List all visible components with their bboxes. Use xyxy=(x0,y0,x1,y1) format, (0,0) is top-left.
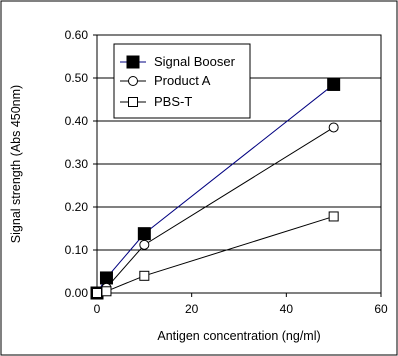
x-tick-label: 0 xyxy=(94,302,101,316)
legend-item-signal-booser: Signal Booser xyxy=(120,54,236,69)
y-tick-label: 0.60 xyxy=(65,28,89,42)
y-tick-label: 0.20 xyxy=(65,200,89,214)
y-tick-label: 0.50 xyxy=(65,71,89,85)
data-point xyxy=(101,286,112,297)
legend-marker-filled-square xyxy=(126,55,140,69)
x-tick-label: 20 xyxy=(185,302,199,316)
legend-item-product-a: Product A xyxy=(120,73,211,88)
legend-label-product-a: Product A xyxy=(154,73,211,88)
x-axis-title: Antigen concentration (ng/ml) xyxy=(157,329,320,343)
data-point xyxy=(139,239,150,250)
x-tick-label: 60 xyxy=(374,302,388,316)
legend: Signal Booser Product A PBS-T xyxy=(113,43,251,119)
y-axis-title: Signal strength (Abs 450nm) xyxy=(9,85,23,243)
series-pbs-t xyxy=(92,211,339,298)
legend-label-signal-booser: Signal Booser xyxy=(154,54,236,69)
legend-marker-open-circle xyxy=(128,76,138,86)
x-axis-ticks: 0 20 40 60 xyxy=(94,293,388,316)
data-point xyxy=(328,122,339,133)
y-tick-label: 0.00 xyxy=(65,286,89,300)
y-tick-label: 0.10 xyxy=(65,243,89,257)
data-point xyxy=(139,270,150,281)
y-axis-ticks: 0.00 0.10 0.20 0.30 0.40 0.50 0.60 xyxy=(65,28,97,300)
y-tick-label: 0.40 xyxy=(65,114,89,128)
legend-marker-open-square xyxy=(128,97,138,107)
legend-label-pbs-t: PBS-T xyxy=(154,94,192,109)
legend-item-pbs-t: PBS-T xyxy=(120,94,192,109)
x-tick-label: 40 xyxy=(280,302,294,316)
data-point xyxy=(92,288,102,298)
series-group xyxy=(90,77,341,300)
series-line-signal-booser xyxy=(96,84,334,294)
data-point xyxy=(99,271,113,285)
data-point xyxy=(328,211,339,222)
y-tick-label: 0.30 xyxy=(65,157,89,171)
data-point xyxy=(137,227,151,241)
data-point xyxy=(327,77,341,91)
